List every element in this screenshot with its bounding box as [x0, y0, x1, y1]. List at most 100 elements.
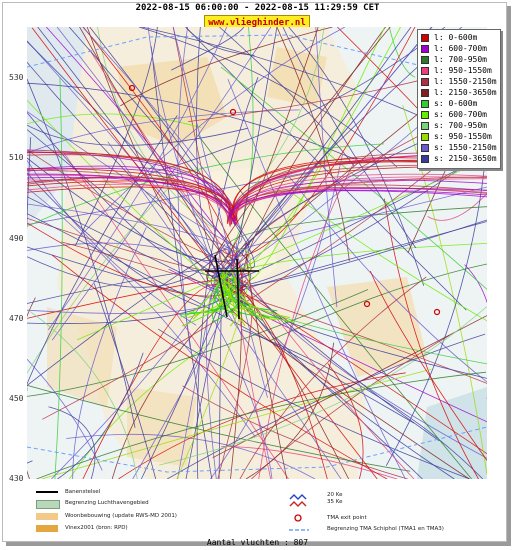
- flight-track: [383, 198, 479, 479]
- flight-track: [245, 243, 288, 479]
- flight-track: [214, 274, 235, 314]
- flight-track-map[interactable]: [27, 27, 487, 479]
- flight-track: [221, 446, 398, 479]
- tma-boundary-icon: [289, 529, 309, 531]
- flight-count: Aantal vluchten : 807: [206, 538, 309, 547]
- flight-track: [27, 384, 411, 472]
- flight-track: [51, 254, 388, 479]
- flight-track: [315, 27, 338, 308]
- flight-track: [157, 328, 470, 479]
- flight-track: [36, 371, 487, 479]
- flight-track: [230, 187, 487, 220]
- y-tick-430: 430: [9, 474, 24, 483]
- legend-label: l: 950-1550m: [434, 66, 492, 75]
- legend-label: s: 2150-3650m: [434, 154, 497, 163]
- map-canvas: [27, 27, 487, 479]
- legend-item: l: 950-1550m: [421, 65, 492, 76]
- flight-track: [27, 124, 249, 146]
- legend-swatch: [421, 154, 429, 163]
- flight-track: [197, 134, 472, 479]
- flight-track: [79, 27, 234, 267]
- flight-track: [27, 149, 248, 271]
- flight-track: [229, 190, 487, 218]
- exit-point-marker: [229, 108, 237, 116]
- legend-item: l: 0-600m: [421, 32, 477, 43]
- housing-area: [327, 277, 427, 377]
- flight-track: [27, 157, 237, 262]
- page-title: 2022-08-15 06:00:00 - 2022-08-15 11:29:5…: [135, 3, 380, 13]
- flight-track: [227, 78, 406, 479]
- flight-track: [227, 186, 487, 255]
- flight-track: [369, 270, 487, 461]
- flight-track: [27, 267, 252, 304]
- flight-track: [218, 284, 252, 310]
- flight-track: [27, 289, 369, 397]
- flight-track: [27, 115, 178, 385]
- key-exit-point: TMA exit point: [327, 515, 367, 521]
- legend-label: l: 600-700m: [434, 44, 487, 53]
- legend-swatch: [421, 88, 429, 97]
- key-airport-boundary: Begrenzing Luchthavengebied: [65, 500, 149, 506]
- flight-track: [176, 249, 251, 479]
- legend-swatch: [421, 143, 429, 152]
- legend-item: s: 950-1550m: [421, 131, 492, 142]
- legend-item: s: 600-700m: [421, 109, 487, 120]
- key-noise-20: 20 Ke: [327, 492, 343, 498]
- flight-track: [27, 297, 36, 479]
- flight-track: [27, 173, 236, 226]
- flight-track: [427, 193, 487, 221]
- flight-track: [27, 168, 237, 220]
- flight-track: [187, 284, 231, 319]
- flight-track: [82, 27, 243, 296]
- flight-track: [27, 154, 231, 222]
- exit-point-marker: [433, 308, 441, 316]
- legend-item: l: 700-950m: [421, 54, 487, 65]
- flight-track: [54, 77, 63, 479]
- flight-track: [27, 172, 201, 308]
- housing-area: [47, 307, 117, 407]
- flight-track: [216, 27, 319, 268]
- legend-item: s: 2150-3650m: [421, 153, 497, 164]
- housing-area: [267, 47, 327, 107]
- water-area: [27, 27, 87, 227]
- flight-track: [27, 82, 355, 160]
- flight-track: [93, 283, 157, 479]
- legend-label: s: 950-1550m: [434, 132, 492, 141]
- flight-track: [231, 184, 487, 223]
- y-tick-450: 450: [9, 394, 24, 403]
- map-key: Banenstelsel Begrenzing Luchthavengebied…: [27, 480, 487, 538]
- flight-track: [30, 311, 138, 479]
- y-tick-510: 510: [9, 153, 24, 162]
- flight-track: [159, 306, 487, 466]
- flight-track: [212, 318, 273, 479]
- key-tma-boundary: Begrenzing TMA Schiphol (TMA1 en TMA3): [327, 526, 444, 532]
- flight-track: [120, 27, 333, 107]
- legend-label: s: 600-700m: [434, 110, 487, 119]
- key-housing: Woonbebouwing (update RWS-MD 2001): [65, 513, 177, 519]
- flight-track: [182, 278, 237, 327]
- flight-track: [464, 264, 487, 399]
- housing-swatch: [36, 513, 58, 520]
- flight-track: [48, 406, 96, 479]
- flight-track: [177, 27, 191, 348]
- legend-item: l: 600-700m: [421, 43, 487, 54]
- legend-label: l: 2150-3650m: [434, 88, 497, 97]
- flight-track: [227, 179, 487, 220]
- flight-track: [27, 358, 103, 471]
- flight-track: [223, 271, 237, 308]
- legend-swatch: [421, 110, 429, 119]
- flight-track: [27, 176, 238, 218]
- flight-track: [268, 263, 487, 342]
- legend-item: s: 1550-2150m: [421, 142, 497, 153]
- runway-system: [205, 254, 259, 320]
- legend-swatch: [421, 44, 429, 53]
- flight-track: [239, 276, 427, 479]
- vinex-swatch: [36, 525, 58, 532]
- flight-track: [226, 206, 487, 247]
- legend-swatch: [421, 99, 429, 108]
- flight-track: [216, 27, 412, 277]
- flight-track: [196, 77, 259, 479]
- legend-label: l: 700-950m: [434, 55, 487, 64]
- legend-item: s: 0-600m: [421, 98, 477, 109]
- flight-track: [228, 276, 246, 327]
